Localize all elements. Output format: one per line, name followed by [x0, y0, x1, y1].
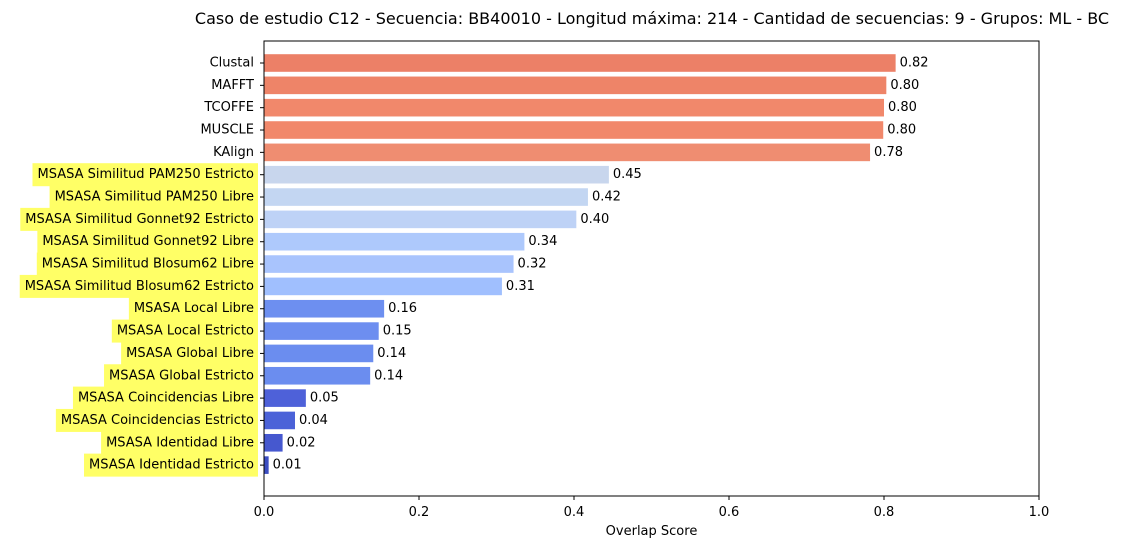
bar: [264, 210, 577, 229]
value-label: 0.04: [299, 413, 328, 428]
value-label: 0.40: [580, 212, 609, 227]
category-label: MSASA Identidad Libre: [106, 435, 254, 450]
bar: [264, 411, 295, 430]
x-tick-label: 0.2: [409, 505, 430, 520]
category-label: MSASA Similitud Gonnet92 Estricto: [25, 212, 254, 227]
category-label-highlight: [128, 297, 258, 321]
value-label: 0.34: [528, 234, 557, 249]
label-highlights: [19, 163, 258, 477]
bar: [264, 165, 609, 184]
category-label: TCOFFE: [203, 100, 254, 115]
bars-group: [264, 54, 896, 474]
bar: [264, 389, 306, 407]
bar: [264, 299, 385, 318]
category-label: Clustal: [210, 56, 254, 71]
category-label-highlight: [101, 431, 258, 455]
value-label: 0.32: [518, 257, 547, 272]
category-label: KAlign: [213, 145, 254, 160]
x-axis-ticks: 0.0 0.2 0.4 0.6 0.8 1.0: [254, 62, 1050, 520]
category-label: MSASA Similitud PAM250 Libre: [55, 190, 254, 205]
x-tick-label: 0.8: [874, 505, 895, 520]
value-label: 0.05: [310, 391, 339, 406]
category-label: MSASA Global Estricto: [109, 368, 254, 383]
bar: [264, 456, 269, 474]
category-label: MSASA Identidad Estricto: [89, 458, 254, 473]
value-label: 0.80: [887, 123, 916, 138]
category-label-highlight: [32, 163, 258, 187]
value-label: 0.14: [377, 346, 406, 361]
category-label-highlight: [55, 408, 258, 432]
bar: [264, 366, 371, 385]
category-label: MAFFT: [211, 78, 254, 93]
plot-area-frame: [263, 40, 1040, 497]
bar: [264, 98, 884, 117]
category-label-highlight: [19, 274, 258, 298]
bar: [264, 344, 374, 363]
x-tick-label: 1.0: [1029, 505, 1050, 520]
category-label-highlight: [72, 386, 258, 410]
value-label: 0.14: [374, 368, 403, 383]
category-label-highlight: [111, 319, 258, 343]
category-label: MSASA Coincidencias Libre: [78, 391, 254, 406]
x-tick-label: 0.4: [564, 505, 585, 520]
x-tick-label: 0.0: [254, 505, 275, 520]
bar: [264, 54, 896, 72]
bar: [264, 188, 588, 206]
value-label: 0.01: [273, 458, 302, 473]
bar: [264, 277, 502, 296]
category-label: MSASA Local Libre: [134, 301, 254, 316]
bar: [264, 143, 871, 162]
category-label-highlight: [104, 364, 258, 388]
category-label: MSASA Coincidencias Estricto: [61, 413, 254, 428]
bar: [264, 322, 379, 340]
value-label: 0.16: [388, 301, 417, 316]
category-label: MSASA Global Libre: [126, 346, 254, 361]
category-label: MUSCLE: [200, 123, 254, 138]
category-label-highlight: [121, 341, 258, 365]
chart-title: Caso de estudio C12 - Secuencia: BB40010…: [195, 9, 1109, 28]
value-label: 0.82: [900, 56, 929, 71]
value-label: 0.31: [506, 279, 535, 294]
value-label: 0.80: [888, 100, 917, 115]
value-label: 0.80: [890, 78, 919, 93]
category-label-highlight: [37, 230, 258, 254]
bar: [264, 255, 514, 273]
value-labels: 0.82 0.80 0.80 0.80 0.78 0.45 0.42 0.40 0.34 0.32…: [273, 56, 929, 473]
category-label-highlight: [84, 453, 258, 477]
value-label: 0.15: [383, 324, 412, 339]
category-label-highlight: [49, 185, 258, 209]
category-label: MSASA Similitud PAM250 Estricto: [37, 167, 254, 182]
value-label: 0.45: [613, 167, 642, 182]
value-label: 0.78: [874, 145, 903, 160]
value-label: 0.02: [287, 435, 316, 450]
category-label: MSASA Similitud Blosum62 Estricto: [25, 279, 254, 294]
category-label-highlight: [36, 252, 258, 276]
bar: [264, 232, 525, 251]
bar: [264, 76, 887, 95]
x-tick-label: 0.6: [719, 505, 740, 520]
category-label: MSASA Local Estricto: [117, 324, 254, 339]
x-axis-title: Overlap Score: [606, 524, 698, 539]
bar: [264, 433, 283, 452]
category-labels: Clustal MAFFT TCOFFE MUSCLE KAlign MSASA Simi…: [25, 56, 254, 473]
category-label: MSASA Similitud Blosum62 Libre: [42, 257, 254, 272]
category-label-highlight: [20, 207, 258, 231]
category-label: MSASA Similitud Gonnet92 Libre: [42, 234, 254, 249]
value-label: 0.42: [592, 190, 621, 205]
bar: [264, 121, 884, 139]
